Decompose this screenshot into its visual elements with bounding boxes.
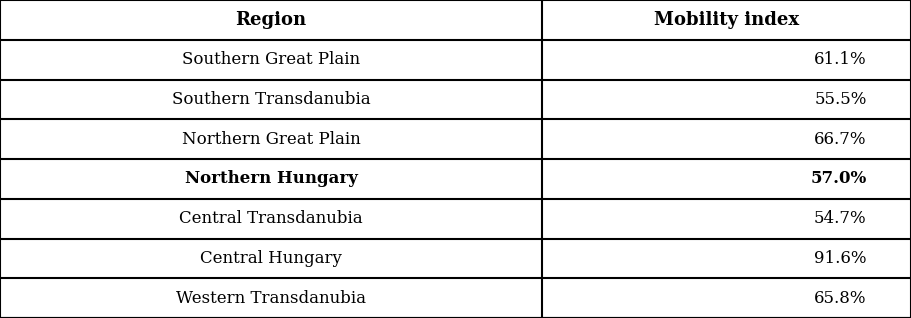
- Text: Southern Transdanubia: Southern Transdanubia: [171, 91, 371, 108]
- Text: Mobility index: Mobility index: [654, 11, 799, 29]
- Text: 55.5%: 55.5%: [814, 91, 866, 108]
- Text: Central Transdanubia: Central Transdanubia: [179, 210, 363, 227]
- Text: Southern Great Plain: Southern Great Plain: [182, 51, 360, 68]
- Text: 54.7%: 54.7%: [814, 210, 866, 227]
- Text: Region: Region: [235, 11, 307, 29]
- Text: 61.1%: 61.1%: [814, 51, 866, 68]
- Text: Northern Great Plain: Northern Great Plain: [181, 131, 361, 148]
- Text: 91.6%: 91.6%: [814, 250, 866, 267]
- Text: 57.0%: 57.0%: [811, 170, 866, 187]
- Text: Western Transdanubia: Western Transdanubia: [176, 290, 366, 307]
- Text: Central Hungary: Central Hungary: [200, 250, 342, 267]
- Text: Northern Hungary: Northern Hungary: [185, 170, 357, 187]
- Text: 66.7%: 66.7%: [814, 131, 866, 148]
- Text: 65.8%: 65.8%: [814, 290, 866, 307]
